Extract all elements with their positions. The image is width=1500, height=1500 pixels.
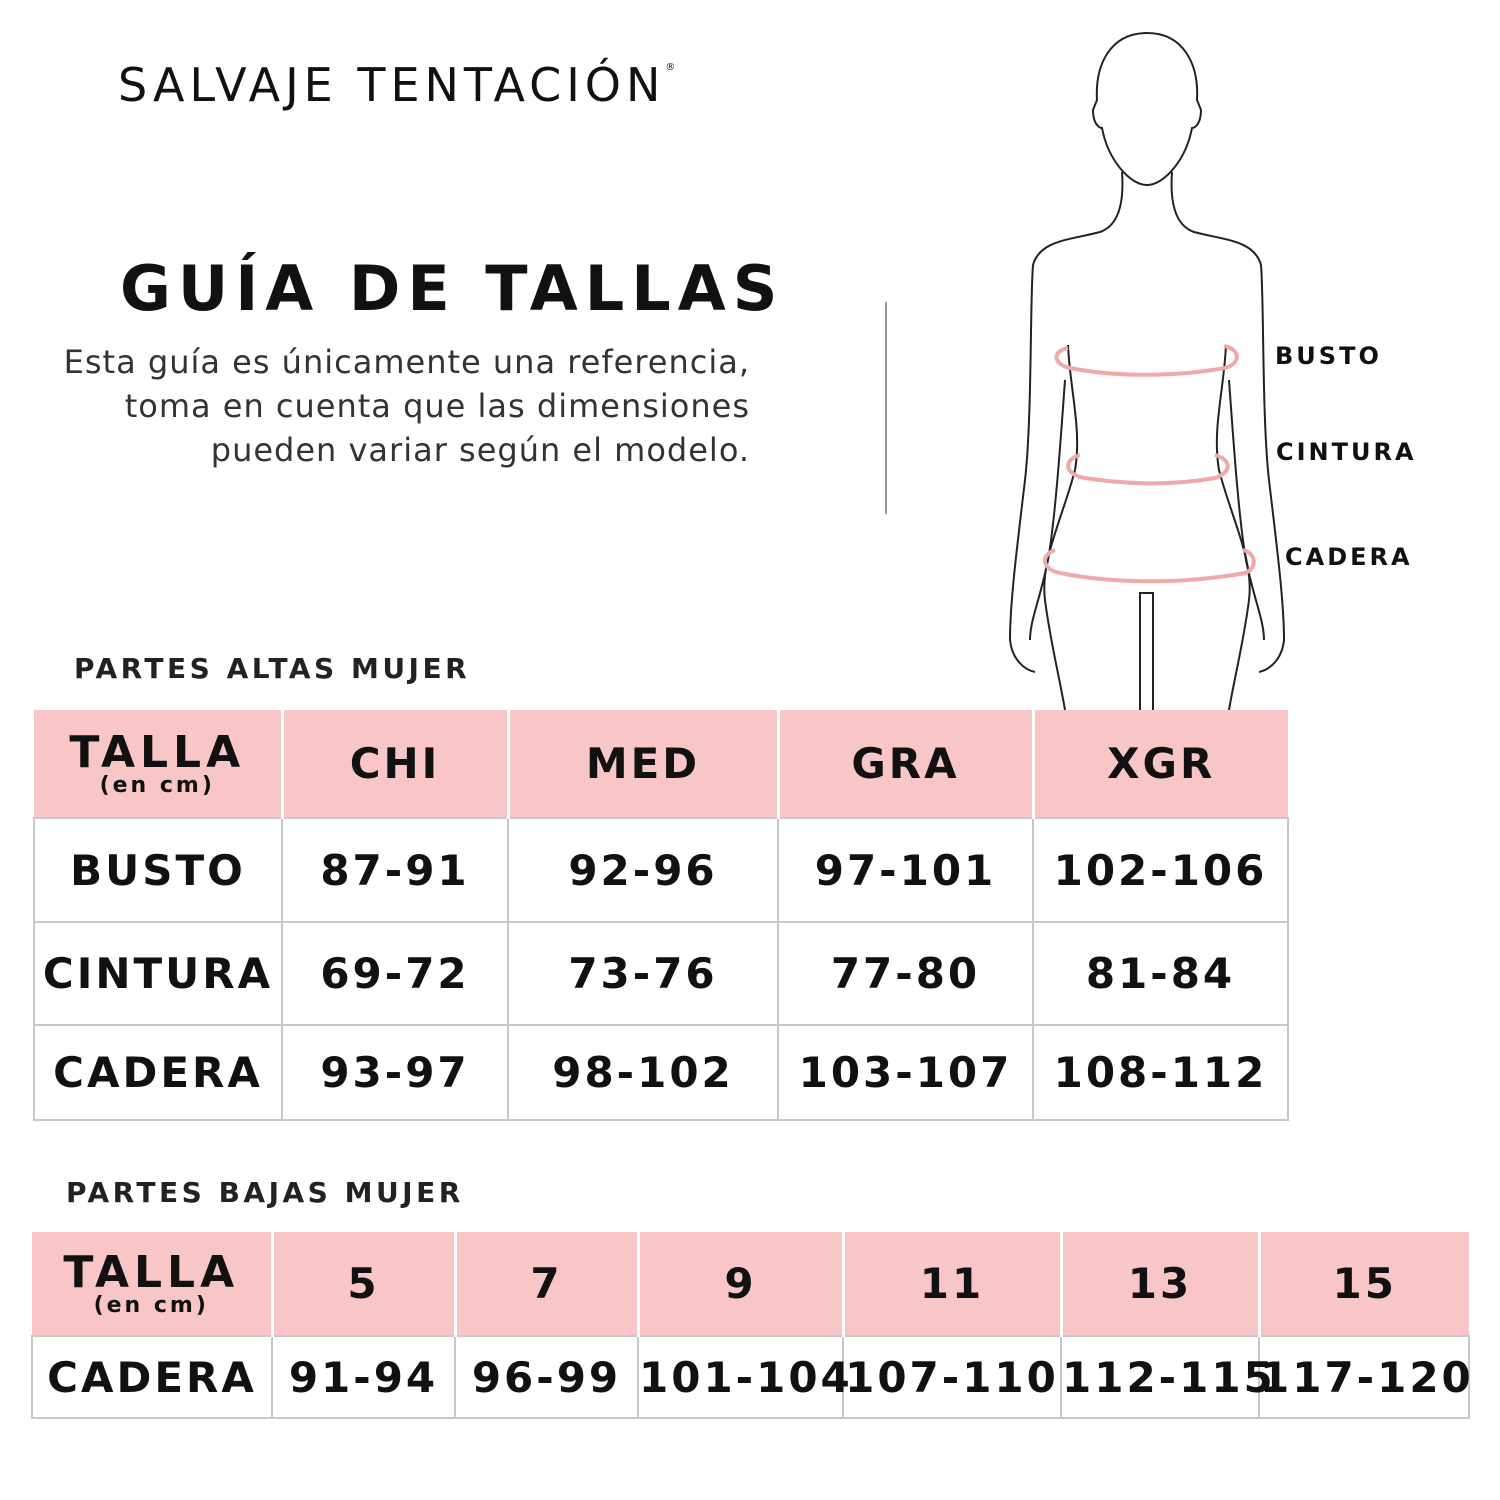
table-row: CINTURA 69-72 73-76 77-80 81-84 [33,921,1289,1026]
table-row: CADERA 91-94 96-99 101-104 107-110 112-1… [31,1335,1471,1419]
unit-label: (en cm) [99,772,215,798]
measure-lines [1043,344,1256,584]
upper-section-label: PARTES ALTAS MUJER [74,652,471,685]
size-header: 15 [1259,1232,1469,1336]
table-cell: 87-91 [281,817,509,923]
table-cell: 77-80 [777,921,1034,1026]
brand-name: SALVAJE TENTACIÓN [118,58,666,112]
table-cell: 97-101 [777,817,1034,923]
talla-label: TALLA [63,1246,240,1298]
description: Esta guía es únicamente una referencia, … [63,343,750,469]
table-row: CADERA 93-97 98-102 103-107 108-112 [33,1024,1289,1121]
page-title: GUÍA DE TALLAS [120,252,785,325]
unit-label: (en cm) [93,1292,209,1318]
talla-header: TALLA (en cm) [32,1232,274,1336]
row-label: CADERA [33,1024,283,1121]
size-header: CHI [282,710,510,818]
size-header: 13 [1061,1232,1261,1336]
table-cell: 112-115 [1060,1335,1273,1419]
size-header: 11 [843,1232,1063,1336]
size-header: XGR [1033,710,1288,818]
table-cell: 103-107 [777,1024,1034,1121]
figure-label-busto: BUSTO [1275,342,1382,370]
talla-label: TALLA [69,726,246,778]
row-label: CINTURA [33,921,283,1026]
size-header: GRA [778,710,1035,818]
size-header: 9 [638,1232,845,1336]
brand-logo: SALVAJE TENTACIÓN® [118,58,675,112]
table-cell: 81-84 [1032,921,1289,1026]
divider [885,302,887,514]
body-outline [1008,31,1286,711]
table-cell: 92-96 [507,817,779,923]
table-cell: 101-104 [637,1335,850,1419]
size-header: 5 [272,1232,457,1336]
table-cell: 93-97 [281,1024,509,1121]
upper-size-table: TALLA (en cm) CHI MED GRA XGR BUSTO 87-91… [33,710,1289,1121]
table-cell: 108-112 [1032,1024,1289,1121]
size-header: 7 [455,1232,640,1336]
talla-header: TALLA (en cm) [34,710,284,818]
figure-label-cintura: CINTURA [1276,438,1417,466]
lower-size-table: TALLA (en cm) 5 7 9 11 13 15 CADERA 91-94… [31,1232,1471,1419]
table-cell: 102-106 [1032,817,1289,923]
table-cell: 91-94 [271,1335,456,1419]
table-cell: 96-99 [454,1335,639,1419]
table-cell: 69-72 [281,921,509,1026]
figure-label-cadera: CADERA [1285,543,1413,571]
lower-section-label: PARTES BAJAS MUJER [66,1176,464,1209]
table-cell: 117-120 [1258,1335,1471,1419]
row-label: CADERA [31,1335,273,1419]
row-label: BUSTO [33,817,283,923]
registered-mark: ® [665,62,676,73]
table-cell: 107-110 [842,1335,1062,1419]
table-header-row: TALLA (en cm) CHI MED GRA XGR [34,710,1288,818]
table-row: BUSTO 87-91 92-96 97-101 102-106 [33,817,1289,923]
table-cell: 73-76 [507,921,779,1026]
size-header: MED [508,710,780,818]
body-figure-illustration [1008,31,1286,711]
table-header-row: TALLA (en cm) 5 7 9 11 13 15 [32,1232,1469,1336]
table-cell: 98-102 [507,1024,779,1121]
